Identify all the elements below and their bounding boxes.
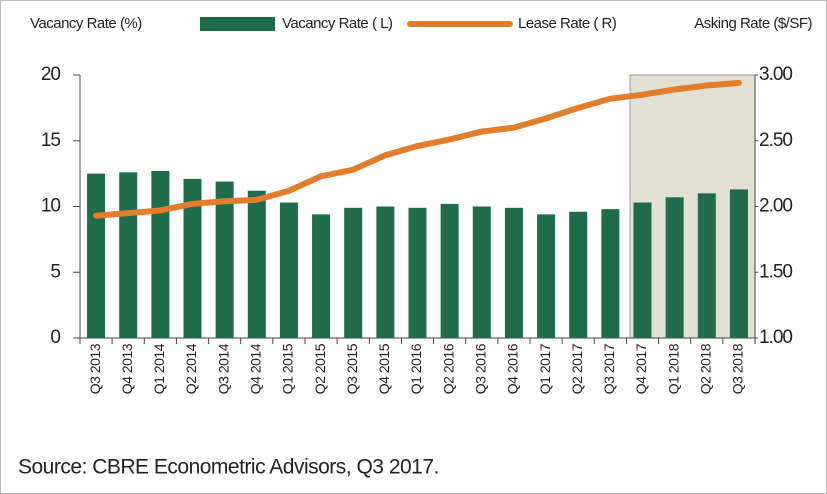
x-tick-label: Q1 2016 — [408, 343, 424, 394]
bar — [376, 206, 395, 338]
y2-tick-label: 3.00 — [759, 64, 792, 85]
x-tick-label: Q2 2018 — [697, 343, 713, 394]
x-tick-label: Q3 2017 — [601, 343, 617, 394]
y-tick-label: 5 — [50, 261, 60, 282]
x-tick-label: Q4 2017 — [633, 343, 649, 394]
x-tick-label: Q1 2017 — [537, 343, 553, 394]
bar — [312, 214, 331, 338]
y2-tick-label: 2.50 — [759, 130, 792, 151]
x-tick-label: Q3 2015 — [344, 343, 360, 394]
x-tick-label: Q2 2014 — [183, 343, 199, 394]
legend-label: Vacancy Rate ( L) — [282, 15, 393, 32]
line — [93, 79, 742, 219]
bar — [697, 193, 716, 338]
bar — [537, 214, 556, 338]
bar — [183, 178, 202, 338]
bar — [119, 172, 138, 338]
bar — [601, 209, 620, 338]
source: Source: CBRE Econometric Advisors, Q3 20… — [18, 456, 439, 479]
y-tick-label: 20 — [41, 64, 61, 85]
bar — [504, 207, 523, 338]
y2-tick-label: 1.50 — [759, 261, 792, 282]
x-tick-label: Q4 2013 — [119, 343, 135, 394]
x-tick-label: Q3 2018 — [730, 343, 746, 394]
bar — [729, 189, 748, 338]
x-tick-label: Q2 2015 — [312, 343, 328, 394]
x-tick-label: Q3 2016 — [472, 343, 488, 394]
bar — [408, 207, 427, 338]
x-tick-label: Q3 2014 — [215, 343, 231, 394]
bar — [472, 206, 491, 338]
x-tick-label: Q4 2016 — [505, 343, 521, 394]
bar — [151, 170, 170, 338]
bar — [87, 173, 106, 338]
y2-axis-label: Asking Rate ($/SF) — [694, 15, 812, 32]
bar — [440, 203, 459, 338]
bar — [279, 202, 298, 338]
bar — [665, 197, 684, 338]
x-tick-label: Q3 2013 — [87, 343, 103, 394]
legend-label: Lease Rate ( R) — [518, 15, 617, 32]
y2-tick-label: 1.00 — [759, 327, 792, 348]
x-tick-label: Q1 2018 — [665, 343, 681, 394]
legend-swatch — [200, 17, 275, 31]
x-tick-label: Q1 2015 — [280, 343, 296, 394]
x-tick-label: Q4 2014 — [247, 343, 263, 394]
y-tick-label: 15 — [41, 130, 61, 151]
bar — [569, 211, 588, 338]
y-tick-label: 10 — [41, 196, 61, 217]
x-tick-label: Q4 2015 — [376, 343, 392, 394]
y-axis-label: Vacancy Rate (%) — [30, 15, 142, 32]
x-tick-label: Q2 2016 — [440, 343, 456, 394]
bar — [247, 190, 266, 338]
bar — [344, 207, 363, 338]
bar — [215, 181, 234, 338]
y-tick-label: 0 — [50, 327, 60, 348]
bar — [633, 202, 652, 338]
y2-tick-label: 2.00 — [759, 196, 792, 217]
x-tick-label: Q1 2014 — [151, 343, 167, 394]
x-tick-label: Q2 2017 — [569, 343, 585, 394]
